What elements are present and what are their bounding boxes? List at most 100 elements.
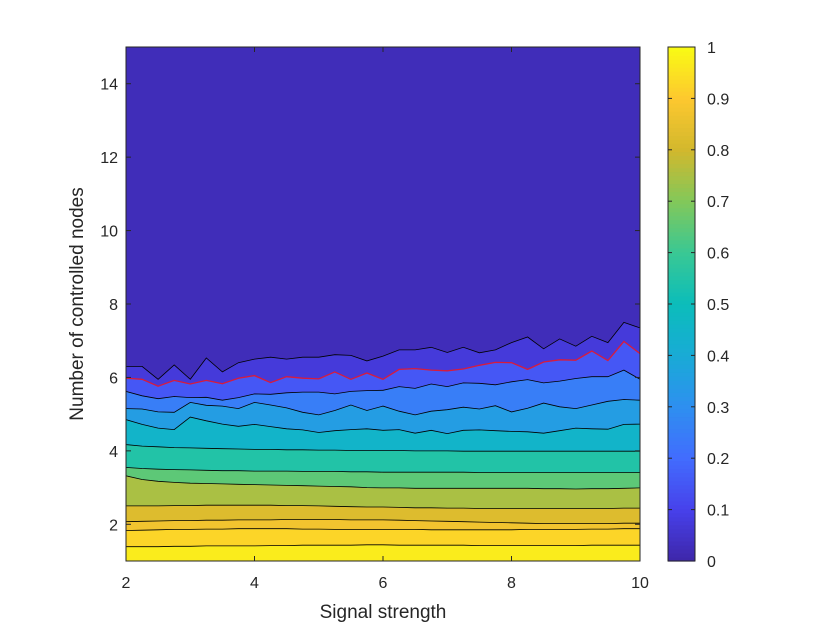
colorbar-segment	[668, 360, 695, 365]
colorbar-segment	[668, 83, 695, 88]
y-tick-label: 12	[100, 150, 118, 167]
y-tick-label: 4	[109, 444, 118, 461]
x-tick-label: 6	[379, 575, 388, 592]
colorbar-segment	[668, 183, 695, 189]
colorbar-segment	[668, 119, 695, 124]
colorbar-segment	[668, 203, 695, 209]
colorbar-segment	[668, 488, 695, 494]
colorbar-segment	[668, 404, 695, 410]
y-tick-label: 14	[100, 77, 118, 94]
colorbar-segment	[668, 440, 695, 446]
colorbar-segment	[668, 95, 695, 100]
colorbar-segment	[668, 51, 695, 56]
colorbar-segment	[668, 508, 695, 514]
colorbar-segment	[668, 480, 695, 486]
colorbar-segment	[668, 348, 695, 353]
contour-line-0.4	[126, 416, 640, 435]
colorbar-segment	[668, 283, 695, 289]
colorbar-segment	[668, 424, 695, 430]
colorbar-segment	[668, 131, 695, 136]
colorbar-segment	[668, 356, 695, 361]
colorbar-tick-label: 1	[707, 40, 716, 57]
colorbar-segment	[668, 364, 695, 369]
colorbar-tick-label: 0.7	[707, 194, 729, 211]
colorbar-segment	[668, 167, 695, 173]
colorbar-segment	[668, 472, 695, 478]
colorbar-segment	[668, 291, 695, 297]
colorbar-tick-label: 0.2	[707, 451, 729, 468]
colorbar-segment	[668, 532, 695, 538]
colorbar-segment	[668, 211, 695, 217]
colorbar-segment	[668, 536, 695, 542]
colorbar-segment	[668, 79, 695, 84]
y-tick-label: 2	[109, 517, 118, 534]
colorbar-segment	[668, 352, 695, 357]
contour-line-0.05	[126, 321, 640, 380]
colorbar-segment	[668, 139, 695, 144]
colorbar-segment	[668, 340, 695, 345]
colorbar-segment	[668, 59, 695, 64]
colorbar-segment	[668, 420, 695, 426]
colorbar-segment	[668, 111, 695, 116]
colorbar-segment	[668, 380, 695, 385]
colorbar-tick-label: 0.9	[707, 91, 729, 108]
colorbar-segment	[668, 432, 695, 438]
colorbar-segment	[668, 67, 695, 72]
contour-line-0.5	[126, 444, 640, 452]
colorbar-segment	[668, 227, 695, 233]
contour-line-0.2	[126, 369, 640, 401]
colorbar-segment	[668, 235, 695, 241]
colorbar-segment	[668, 75, 695, 80]
x-tick-label: 4	[250, 575, 259, 592]
colorbar-segment	[668, 316, 695, 321]
colorbar-segment	[668, 219, 695, 225]
contour-line-0.3	[126, 399, 640, 416]
colorbar-segment	[668, 267, 695, 273]
colorbar-segment	[668, 275, 695, 281]
colorbar-segment	[668, 396, 695, 401]
contour-line-0.8	[126, 504, 640, 509]
colorbar-segment	[668, 159, 695, 165]
y-tick-label: 10	[100, 224, 118, 241]
colorbar-segment	[668, 63, 695, 68]
colorbar-segment	[668, 476, 695, 482]
colorbar-segment	[668, 408, 695, 414]
x-tick-label: 2	[122, 575, 131, 592]
colorbar-segment	[668, 376, 695, 381]
y-tick-label: 8	[109, 297, 118, 314]
y-axis-label: Number of controlled nodes	[67, 187, 88, 420]
colorbar-segment	[668, 528, 695, 534]
colorbar-segment	[668, 372, 695, 377]
colorbar-segment	[668, 295, 695, 301]
colorbar-segment	[668, 103, 695, 108]
colorbar-segment	[668, 99, 695, 104]
colorbar-segment	[668, 324, 695, 329]
colorbar-segment	[668, 332, 695, 337]
colorbar-segment	[668, 107, 695, 112]
colorbar-tick-label: 0.1	[707, 503, 729, 520]
colorbar-tick-label: 0.8	[707, 143, 729, 160]
colorbar-segment	[668, 428, 695, 434]
colorbar-segment	[668, 540, 695, 546]
colorbar-segment	[668, 552, 695, 558]
colorbar-segment	[668, 231, 695, 237]
colorbar-segment	[668, 207, 695, 213]
colorbar-segment	[668, 223, 695, 229]
colorbar-segment	[668, 336, 695, 341]
colorbar-segment	[668, 163, 695, 169]
colorbar-segment	[668, 504, 695, 510]
colorbar-segment	[668, 239, 695, 245]
contour-line-0.85	[126, 519, 640, 524]
colorbar-tick-label: 0.6	[707, 246, 729, 263]
colorbar-segment	[668, 127, 695, 132]
colorbar-segment	[668, 452, 695, 458]
colorbar-segment	[668, 556, 695, 562]
colorbar-segment	[668, 91, 695, 96]
colorbar-segment	[668, 412, 695, 418]
colorbar-segment	[668, 55, 695, 60]
colorbar-segment	[668, 123, 695, 128]
colorbar-segment	[668, 155, 695, 161]
colorbar-segment	[668, 388, 695, 393]
colorbar-segment	[668, 400, 695, 405]
colorbar-segment	[668, 279, 695, 285]
